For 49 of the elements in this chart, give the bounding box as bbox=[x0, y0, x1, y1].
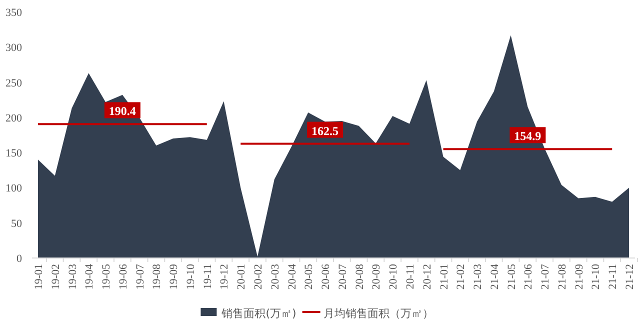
x-tick-label: 20-12 bbox=[421, 264, 434, 290]
data-label: 154.9 bbox=[514, 129, 542, 144]
x-tick-label: 21-11 bbox=[607, 264, 620, 290]
x-tick-label: 21-10 bbox=[590, 264, 602, 290]
data-label: 190.4 bbox=[108, 104, 136, 118]
x-tick-label: 21-07 bbox=[540, 264, 552, 290]
y-tick-label: 250 bbox=[6, 77, 22, 90]
x-tick-label: 19-06 bbox=[117, 264, 130, 290]
x-tick-label: 21-05 bbox=[506, 264, 518, 290]
y-tick-label: 200 bbox=[6, 112, 22, 124]
y-tick-label: 50 bbox=[11, 218, 22, 230]
legend-label: 销售面积(万㎡) bbox=[220, 307, 296, 320]
x-tick-label: 21-02 bbox=[455, 264, 468, 290]
x-tick-label: 19-02 bbox=[50, 264, 62, 290]
x-tick-label: 21-06 bbox=[522, 264, 535, 290]
x-tick-label: 19-11 bbox=[202, 264, 214, 290]
x-tick-label: 21-04 bbox=[488, 264, 501, 290]
x-tick-label: 20-07 bbox=[336, 264, 349, 290]
x-tick-label: 19-07 bbox=[134, 264, 146, 290]
x-tick-label: 20-04 bbox=[286, 264, 298, 290]
legend-label: 月均销售面积（万㎡） bbox=[323, 307, 434, 320]
x-tick-label: 19-10 bbox=[184, 264, 197, 290]
x-tick-label: 21-08 bbox=[556, 264, 568, 290]
x-tick-label: 19-09 bbox=[168, 264, 180, 290]
x-tick-label: 20-08 bbox=[354, 264, 366, 290]
x-tick-label: 21-09 bbox=[573, 264, 586, 290]
x-tick-label: 21-03 bbox=[472, 264, 484, 290]
y-tick-label: 300 bbox=[6, 42, 22, 54]
y-tick-label: 150 bbox=[6, 148, 22, 160]
x-tick-label: 20-03 bbox=[269, 264, 282, 290]
y-tick-label: 0 bbox=[16, 253, 22, 265]
x-tick-label: 20-05 bbox=[303, 264, 316, 290]
x-tick-label: 20-01 bbox=[236, 264, 248, 290]
x-tick-label: 19-01 bbox=[33, 264, 45, 290]
data-label: 162.5 bbox=[312, 124, 339, 138]
y-tick-label: 350 bbox=[6, 7, 22, 19]
x-tick-label: 21-01 bbox=[438, 264, 450, 290]
y-tick-label: 100 bbox=[6, 182, 22, 195]
x-tick-label: 20-11 bbox=[404, 264, 416, 290]
x-tick-label: 19-03 bbox=[66, 264, 79, 290]
x-tick-label: 19-05 bbox=[100, 264, 113, 290]
x-tick-label: 20-02 bbox=[252, 264, 265, 290]
x-tick-label: 20-10 bbox=[388, 264, 400, 290]
x-tick-label: 20-09 bbox=[370, 264, 383, 290]
x-tick-label: 21-12 bbox=[624, 264, 636, 290]
x-tick-label: 19-04 bbox=[84, 264, 96, 290]
x-tick-label: 20-06 bbox=[320, 264, 332, 290]
x-tick-label: 19-08 bbox=[151, 264, 164, 290]
x-tick-label: 19-12 bbox=[218, 264, 231, 290]
